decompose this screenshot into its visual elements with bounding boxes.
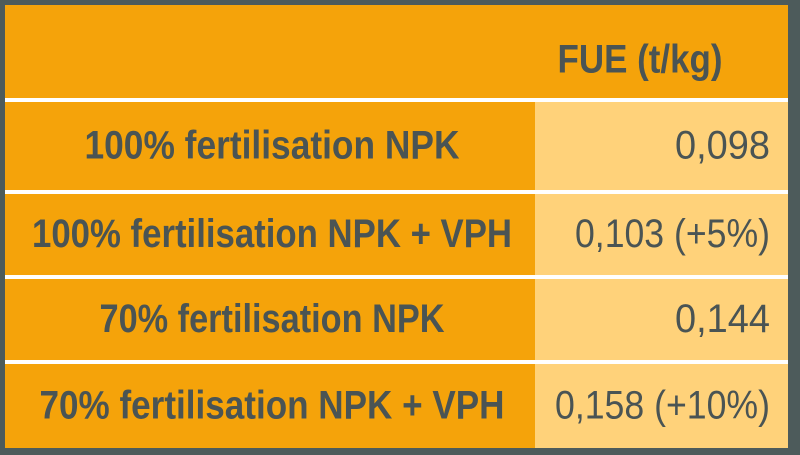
value-cell	[535, 279, 788, 360]
label-cell	[5, 102, 535, 190]
label-cell	[5, 279, 535, 360]
label-cell	[5, 194, 535, 275]
header-row	[5, 5, 788, 98]
row-value: 0,098	[675, 124, 770, 168]
header-cell: FUE (t/kg)	[558, 38, 723, 82]
row-label: 70% fertilisation NPK	[100, 297, 445, 341]
value-cell	[535, 364, 788, 448]
row-value: 0,158 (+10%)	[555, 384, 770, 428]
row-separator	[5, 275, 788, 279]
table-body: 100% fertilisation NPK 0,098 100% fertilis…	[5, 102, 788, 448]
row-label: 100% fertilisation NPK + VPH	[32, 212, 512, 256]
row-value: 0,103 (+5%)	[575, 212, 770, 256]
row-separator	[5, 98, 788, 102]
value-cell	[535, 194, 788, 275]
label-cell	[5, 364, 535, 448]
value-cell	[535, 102, 788, 190]
row-label: 100% fertilisation NPK	[85, 124, 460, 168]
row-label: 70% fertilisation NPK + VPH	[40, 384, 505, 428]
row-separator	[5, 360, 788, 364]
row-value: 0,144	[675, 297, 770, 341]
row-separator	[5, 190, 788, 194]
